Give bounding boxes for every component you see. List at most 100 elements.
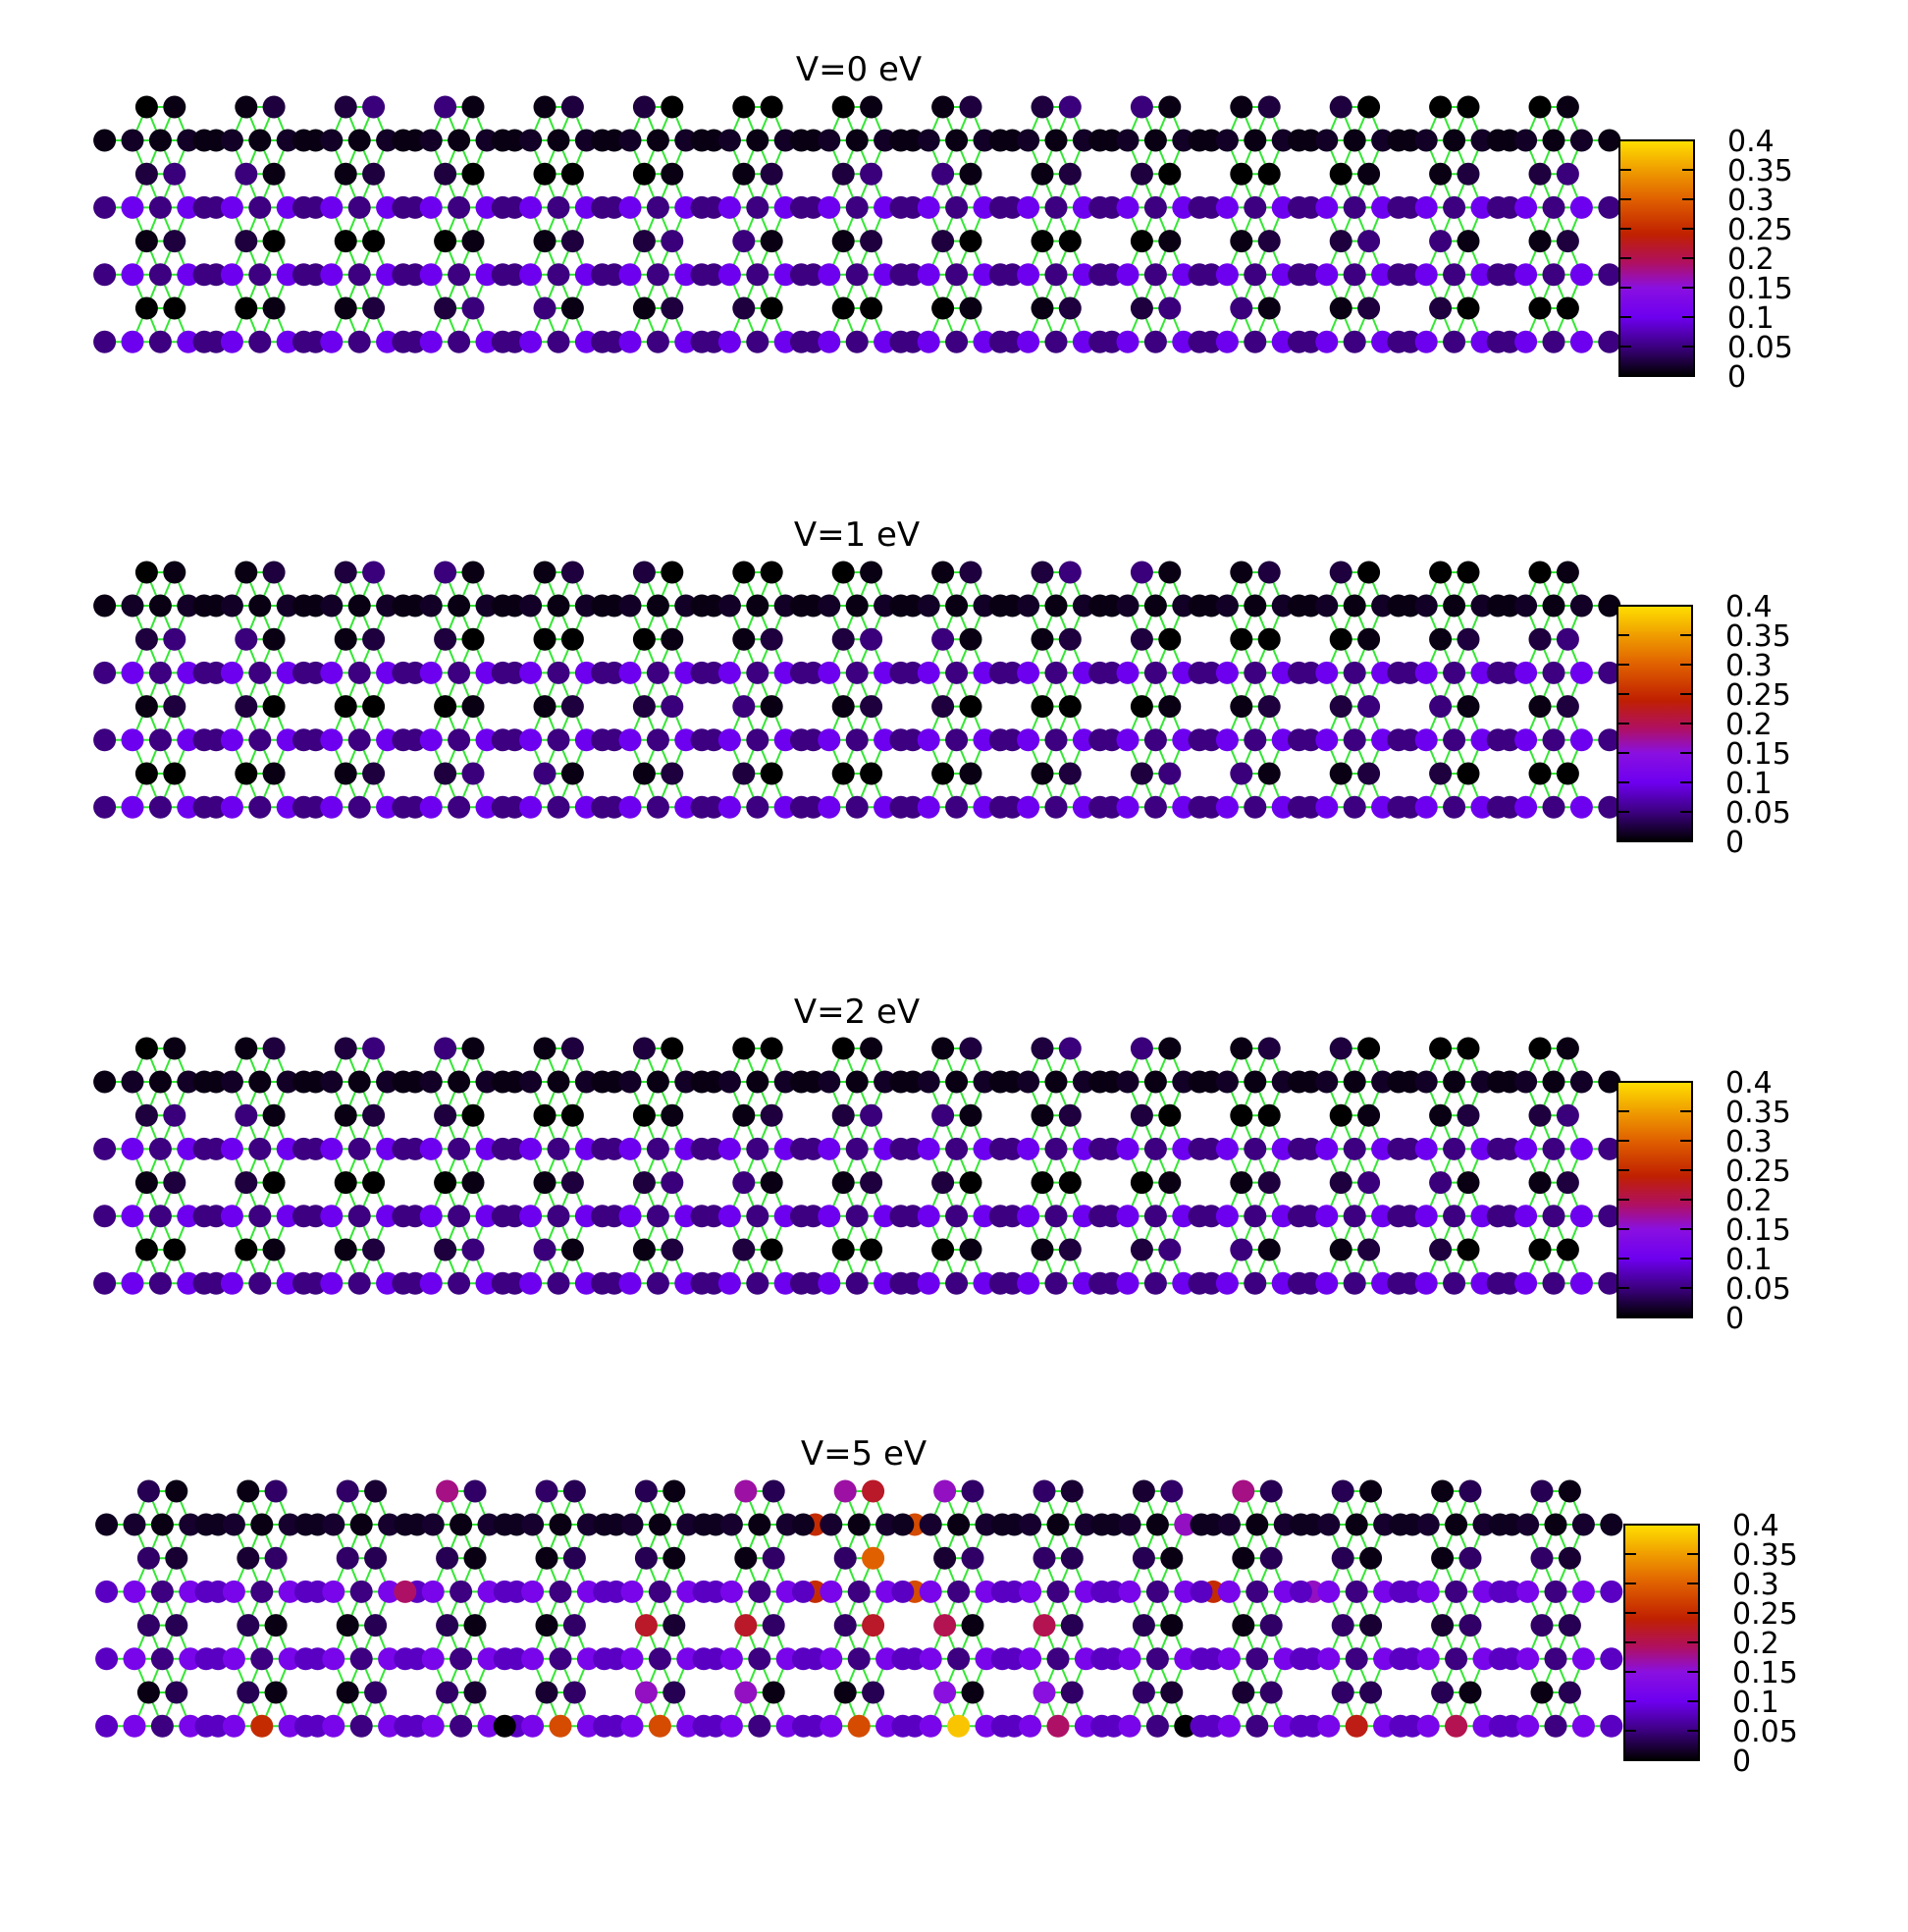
atom-site [988,1137,1012,1160]
atom-site [293,1647,317,1671]
atom-site [334,1037,357,1060]
atom-site [1514,129,1538,152]
atom-site [845,728,869,752]
atom-site [591,661,614,684]
atom-site [148,195,172,219]
atom-site [461,230,485,253]
atom-site [1315,263,1339,287]
atom-site [746,1070,769,1094]
atom-site [1569,330,1593,353]
atom-site [121,330,144,353]
atom-site [988,1271,1012,1295]
colorbar-tick-label: 0 [1725,1302,1744,1336]
atom-site [1470,1070,1494,1094]
atom-site [1329,1037,1352,1060]
atom-site [491,1070,514,1094]
atom-site [1031,627,1054,651]
atom-site [1074,1580,1097,1603]
atom-site [959,95,982,119]
atom-site [376,661,399,684]
atom-site [93,661,117,684]
atom-site [1457,1103,1480,1127]
atom-site [436,1681,459,1704]
atom-site [1232,1479,1255,1503]
atom-site [646,1070,669,1094]
atom-site [833,1614,857,1637]
atom-site [719,1580,743,1603]
atom-site [746,195,769,219]
atom-site [732,1238,756,1261]
atom-site [1329,162,1352,186]
panel-v0: V=0 eV 00.050.10.150.20.250.30.350.4 [93,50,1793,395]
panel-title: V=5 eV [801,1434,927,1474]
atom-site [773,728,797,752]
atom-site [661,162,684,186]
atom-site [919,1714,942,1738]
atom-site [1244,1271,1267,1295]
atom-site [1273,1580,1297,1603]
atom-site [1458,1614,1482,1637]
atom-site [1188,795,1211,819]
atom-site [519,129,543,152]
atom-site [1457,296,1480,320]
atom-site [1514,594,1538,617]
atom-site [818,195,841,219]
atom-site [661,762,684,785]
atom-site [394,1647,417,1671]
atom-site [661,695,684,719]
atom-site [717,195,741,219]
atom-site [362,695,386,719]
atom-site [434,230,457,253]
atom-site [1514,795,1538,819]
atom-site [975,1513,998,1536]
atom-site [194,1647,218,1671]
atom-site [362,762,386,785]
atom-site [1528,1103,1552,1127]
atom-site [889,661,913,684]
atom-site [248,1070,272,1094]
atom-site [1116,594,1140,617]
atom-site [292,728,315,752]
atom-site [1271,330,1295,353]
atom-site [891,1513,915,1536]
atom-site [1031,162,1054,186]
atom-site [1188,195,1211,219]
atom-site [1158,1037,1182,1060]
atom-site [220,728,243,752]
atom-site [1130,695,1153,719]
atom-site [931,296,955,320]
atom-site [419,594,443,617]
atom-site [463,1479,487,1503]
atom-site [1215,728,1239,752]
atom-site [1457,695,1480,719]
atom-site [1470,661,1494,684]
atom-site [93,263,117,287]
atom-site [661,296,684,320]
atom-site [773,330,797,353]
atom-site [576,1513,600,1536]
atom-site [1215,795,1239,819]
atom-site [917,129,940,152]
atom-site [1273,1714,1297,1738]
atom-site [692,1714,716,1738]
atom-site [1017,1271,1040,1295]
atom-site [163,1171,186,1195]
atom-site [874,1271,897,1295]
colorbar-tick-label: 0.15 [1727,272,1793,306]
atom-site [734,1546,758,1570]
atom-site [961,1546,984,1570]
atom-site [1271,1137,1295,1160]
atom-site [1528,296,1552,320]
atom-site [945,1271,969,1295]
atom-site [574,195,598,219]
atom-site [292,1070,315,1094]
atom-site [646,1271,669,1295]
atom-site [136,1681,160,1704]
atom-site [1174,1513,1197,1536]
atom-site [434,762,457,785]
colorbar-tick-label: 0.2 [1732,1627,1779,1661]
atom-site [862,1681,885,1704]
atom-site [148,661,172,684]
atom-site [1542,263,1565,287]
atom-site [1130,627,1153,651]
